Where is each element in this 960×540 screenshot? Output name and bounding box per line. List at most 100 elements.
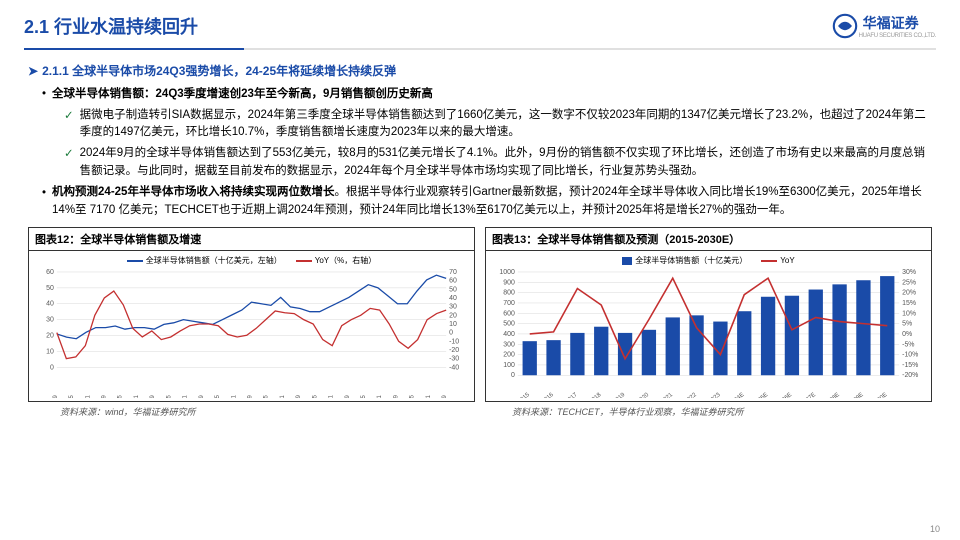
svg-text:-10: -10 (449, 339, 459, 346)
svg-text:30: 30 (46, 317, 54, 324)
svg-text:40: 40 (449, 295, 457, 302)
svg-text:0: 0 (50, 365, 54, 372)
svg-text:-5%: -5% (902, 342, 914, 349)
svg-text:2019: 2019 (612, 392, 627, 397)
svg-text:2015: 2015 (517, 392, 532, 397)
chart-13-legend-1: 全球半导体销售额（十亿美元） (635, 255, 747, 266)
svg-text:800: 800 (503, 290, 515, 297)
svg-text:2024-01: 2024-01 (426, 395, 432, 398)
source-1: 资料来源：wind，华福证券研究所 (60, 405, 480, 418)
company-name-en: HUAFU SECURITIES CO.,LTD. (859, 33, 936, 39)
chart-13-title: 图表13：全球半导体销售额及预测（2015-2030E） (486, 228, 931, 251)
svg-text:2025E: 2025E (752, 392, 769, 397)
svg-text:2014-09: 2014-09 (199, 395, 205, 398)
svg-text:2014-01: 2014-01 (183, 395, 189, 398)
svg-text:5%: 5% (902, 321, 912, 328)
svg-text:2016: 2016 (541, 392, 556, 397)
svg-text:-30: -30 (449, 356, 459, 363)
svg-text:2023-05: 2023-05 (410, 395, 416, 398)
svg-text:2016-09: 2016-09 (247, 395, 253, 398)
svg-text:600: 600 (503, 311, 515, 318)
svg-text:500: 500 (503, 321, 515, 328)
svg-text:2029E: 2029E (848, 392, 865, 397)
svg-text:2020-01: 2020-01 (329, 395, 335, 398)
svg-text:900: 900 (503, 280, 515, 287)
svg-text:400: 400 (503, 331, 515, 338)
svg-text:2027E: 2027E (800, 392, 817, 397)
svg-text:20%: 20% (902, 290, 916, 297)
svg-text:2016-01: 2016-01 (231, 395, 237, 398)
svg-text:60: 60 (449, 278, 457, 285)
svg-text:2024E: 2024E (729, 392, 746, 397)
svg-text:2024-09: 2024-09 (442, 395, 448, 398)
svg-text:60: 60 (46, 269, 54, 276)
chart-12-title: 图表12：全球半导体销售额及增速 (29, 228, 474, 251)
svg-text:2010-01: 2010-01 (85, 395, 91, 398)
svg-text:2015-05: 2015-05 (215, 395, 221, 398)
svg-text:2012-01: 2012-01 (134, 395, 140, 398)
svg-text:-15%: -15% (902, 362, 918, 369)
company-logo: 华福证券 HUAFU SECURITIES CO.,LTD. (831, 12, 936, 40)
svg-text:10: 10 (46, 349, 54, 356)
svg-text:100: 100 (503, 362, 515, 369)
svg-text:700: 700 (503, 300, 515, 307)
svg-text:2019-05: 2019-05 (312, 395, 318, 398)
svg-text:-10%: -10% (902, 352, 918, 359)
source-2: 资料来源：TECHCET，半导体行业观察，华福证券研究所 (512, 405, 932, 418)
page-title: 2.1 行业水温持续回升 (24, 13, 198, 39)
svg-text:0: 0 (511, 373, 515, 380)
svg-text:2017-05: 2017-05 (264, 395, 270, 398)
svg-text:40: 40 (46, 301, 54, 308)
section-subhead: ➤2.1.1 全球半导体市场24Q3强势增长，24-25年将延续增长持续反弹 (28, 62, 932, 81)
chart-12-plot: 0102030405060-40-30-20-10010203040506070… (33, 268, 470, 397)
svg-text:30: 30 (449, 304, 457, 311)
svg-text:300: 300 (503, 342, 515, 349)
svg-text:2022: 2022 (684, 393, 698, 398)
svg-text:2011-05: 2011-05 (118, 395, 124, 398)
svg-text:15%: 15% (902, 300, 916, 307)
svg-text:50: 50 (449, 287, 457, 294)
svg-text:200: 200 (503, 352, 515, 359)
chart-13-legend-2: YoY (780, 256, 794, 265)
svg-text:2010-09: 2010-09 (101, 395, 107, 398)
svg-text:2008-09: 2008-09 (53, 395, 59, 398)
svg-text:10: 10 (449, 321, 457, 328)
svg-text:0%: 0% (902, 331, 912, 338)
svg-text:2013-05: 2013-05 (166, 395, 172, 398)
company-name: 华福证券 (863, 13, 936, 33)
svg-text:25%: 25% (902, 280, 916, 287)
header-divider (24, 48, 936, 50)
svg-text:-40: -40 (449, 365, 459, 372)
svg-text:2021: 2021 (660, 392, 675, 397)
chart-13: 图表13：全球半导体销售额及预测（2015-2030E） 全球半导体销售额（十亿… (485, 227, 932, 402)
svg-text:2020-09: 2020-09 (345, 395, 351, 398)
svg-text:2018-09: 2018-09 (296, 395, 302, 398)
chart-12: 图表12：全球半导体销售额及增速 全球半导体销售额（十亿美元，左轴） YoY（%… (28, 227, 475, 402)
chart-13-plot: 0 100 200 300 400 500 600 700 800 900 1000 -20% -15%… (490, 268, 927, 397)
svg-text:20: 20 (46, 333, 54, 340)
svg-text:2012-09: 2012-09 (150, 395, 156, 398)
svg-text:2022-01: 2022-01 (377, 395, 383, 398)
svg-text:-20: -20 (449, 347, 459, 354)
body-text-1: 据微电子制造转引SIA数据显示，2024年第三季度全球半导体销售额达到了1660… (80, 107, 932, 143)
svg-text:2021-05: 2021-05 (361, 395, 367, 398)
svg-text:-20%: -20% (902, 373, 918, 380)
svg-text:2023: 2023 (708, 392, 723, 397)
svg-text:2017: 2017 (565, 393, 579, 398)
svg-text:2009-05: 2009-05 (69, 395, 75, 398)
svg-text:2028E: 2028E (824, 392, 841, 397)
svg-text:70: 70 (449, 269, 457, 276)
svg-text:2022-09: 2022-09 (393, 395, 399, 398)
chart-12-legend-1: 全球半导体销售额（十亿美元，左轴） (146, 255, 282, 266)
svg-text:2018-01: 2018-01 (280, 395, 286, 398)
svg-text:2018: 2018 (589, 392, 604, 397)
svg-text:2020: 2020 (636, 392, 651, 397)
svg-text:1000: 1000 (499, 269, 515, 276)
svg-text:2030E: 2030E (872, 392, 889, 397)
svg-text:10%: 10% (902, 311, 916, 318)
svg-text:30%: 30% (902, 269, 916, 276)
svg-text:0: 0 (449, 330, 453, 337)
bullet-forecast: 机构预测24-25年半导体市场收入将持续实现两位数增长。根据半导体行业观察转引G… (52, 184, 932, 220)
svg-text:50: 50 (46, 285, 54, 292)
body-text-2: 2024年9月的全球半导体销售额达到了553亿美元，较8月的531亿美元增长了4… (80, 145, 932, 181)
